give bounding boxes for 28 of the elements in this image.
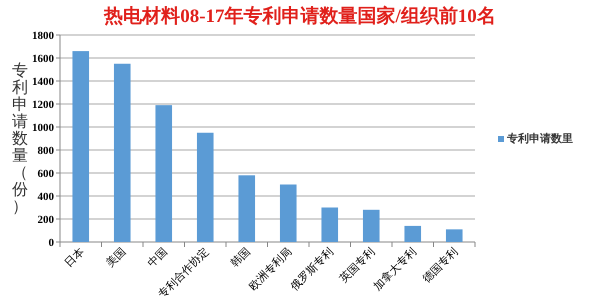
bar [155,105,172,242]
x-tick-label: 美国 [104,244,128,270]
y-tick-label: 1800 [32,30,54,42]
bar [446,229,463,242]
bar [196,132,214,242]
text: 专利申请数量（份） [12,62,28,216]
legend-label: 专利申请数里 [506,132,573,145]
bar [72,51,90,242]
bar [321,208,338,242]
x-tick-label: 德国专利 [420,244,460,286]
x-tick-label: 韩国 [228,244,253,270]
bar [114,64,131,242]
y-tick-label: 0 [48,237,54,249]
chart-title: 热电材料08-17年专利申请数量国家/组织前10名 [103,5,496,27]
y-tick-label: 1000 [32,122,54,134]
y-tick-label: 200 [38,214,54,226]
x-tick-label: 中国 [145,244,170,270]
y-tick-label: 800 [38,145,54,157]
y-tick-label: 600 [38,168,54,180]
bar [280,184,297,242]
y-tick-label: 1400 [32,76,54,88]
y-tick-label: 400 [38,191,54,203]
bar [238,175,256,242]
x-tick-label: 日本 [62,244,87,270]
bar [404,226,422,242]
y-tick-label: 1200 [32,99,54,111]
y-tick-label: 1600 [32,53,54,65]
bar [362,210,380,242]
